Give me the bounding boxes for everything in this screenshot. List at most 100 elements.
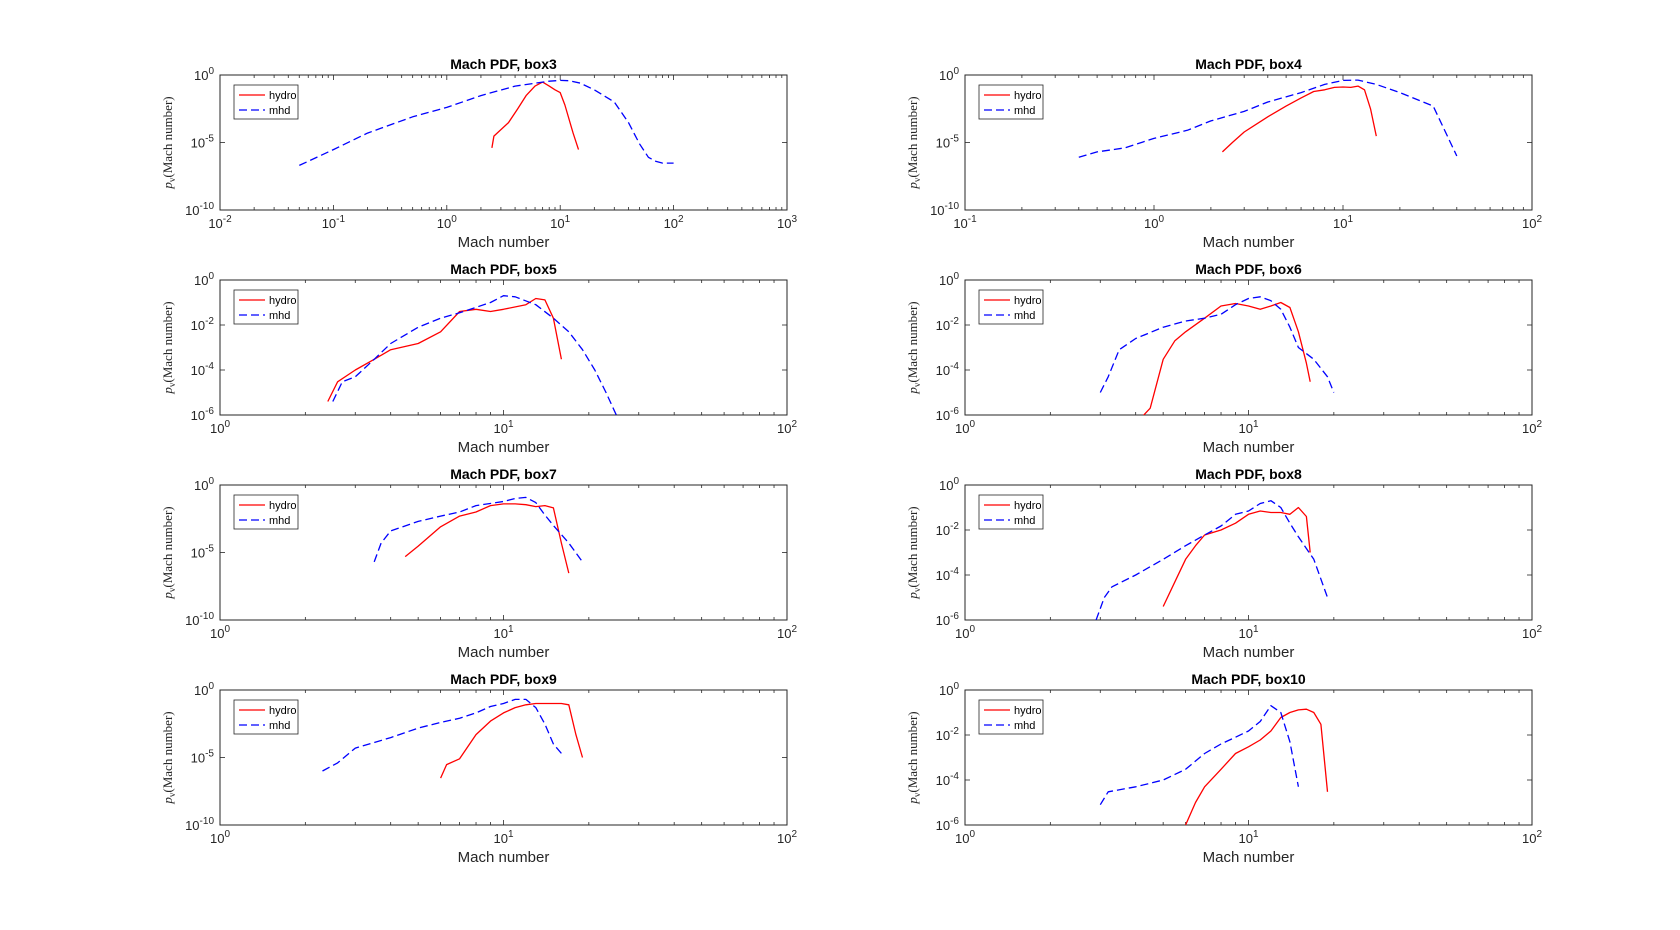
y-axis-label: pv(Mach number) xyxy=(160,96,177,189)
y-axis-label: pv(Mach number) xyxy=(905,301,922,394)
legend-box xyxy=(978,289,1044,325)
y-tick-label: 100 xyxy=(939,271,959,288)
legend-label: mhd xyxy=(1014,310,1035,322)
y-axis-label: pv(Mach number) xyxy=(905,711,922,804)
x-axis-label: Mach number xyxy=(458,234,550,251)
legend-label: mhd xyxy=(269,720,290,732)
y-tick-label: 10-5 xyxy=(191,544,215,561)
series-line-mhd xyxy=(1099,705,1300,806)
series-group xyxy=(1099,296,1335,415)
x-tick-label: 102 xyxy=(664,214,684,231)
chart-panel: 100 101 102 10-6 10-4 10-2 100 Mach PDF, box8 Ma… xyxy=(905,466,1542,661)
chart-panel: 100 101 102 10-6 10-4 10-2 100 Mach PDF, box5 Ma… xyxy=(160,261,797,456)
x-tick-label: 101 xyxy=(493,829,513,846)
chart-panel: 100 101 102 10-6 10-4 10-2 100 Mach PDF, box6 Ma… xyxy=(905,261,1542,456)
y-tick-label: 10-10 xyxy=(185,816,214,833)
y-tick-label: 10-10 xyxy=(930,201,959,218)
x-tick-label: 102 xyxy=(777,829,797,846)
x-tick-label: 10-1 xyxy=(322,214,346,231)
y-tick-label: 10-4 xyxy=(936,361,960,378)
chart-title: Mach PDF, box4 xyxy=(1195,56,1302,72)
legend-box xyxy=(233,289,299,325)
legend-box xyxy=(978,699,1044,735)
series-group xyxy=(1095,500,1329,620)
chart-title: Mach PDF, box9 xyxy=(450,671,557,687)
y-tick-label: 100 xyxy=(194,66,214,83)
y-axis-label: pv(Mach number) xyxy=(905,506,922,599)
x-tick-label: 10-1 xyxy=(953,214,977,231)
plot-area xyxy=(964,74,1533,211)
series-line-mhd xyxy=(322,698,562,772)
x-tick-label: 10-2 xyxy=(208,214,232,231)
series-line-hydro xyxy=(404,503,570,574)
plot-area xyxy=(219,484,788,621)
x-axis-label: Mach number xyxy=(458,439,550,456)
y-axis-label: pv(Mach number) xyxy=(905,96,922,189)
legend-box xyxy=(233,84,299,120)
plot-area xyxy=(219,689,788,826)
legend-label: hydro xyxy=(269,500,297,512)
x-tick-label: 101 xyxy=(1238,419,1258,436)
legend-box xyxy=(978,84,1044,120)
chart-title: Mach PDF, box6 xyxy=(1195,261,1302,277)
y-tick-label: 100 xyxy=(194,271,214,288)
plot-area xyxy=(219,279,788,416)
legend-label: mhd xyxy=(269,105,290,117)
series-group xyxy=(1078,79,1458,158)
chart-title: Mach PDF, box5 xyxy=(450,261,557,277)
x-tick-label: 102 xyxy=(1522,214,1542,231)
x-tick-label: 100 xyxy=(955,419,975,436)
y-tick-label: 100 xyxy=(194,681,214,698)
plot-area xyxy=(219,74,788,211)
x-axis-label: Mach number xyxy=(458,644,550,661)
legend-label: mhd xyxy=(269,515,290,527)
series-group xyxy=(327,295,617,415)
y-tick-label: 10-2 xyxy=(936,316,960,333)
chart-title: Mach PDF, box7 xyxy=(450,466,557,482)
chart-panel: 10-1 100 101 102 10-10 10-5 100 Mach PDF, box4 M… xyxy=(905,56,1542,251)
x-tick-label: 101 xyxy=(493,624,513,641)
series-line-mhd xyxy=(1078,79,1458,158)
x-tick-label: 103 xyxy=(777,214,797,231)
legend-label: mhd xyxy=(1014,105,1035,117)
y-tick-label: 10-4 xyxy=(936,771,960,788)
series-group xyxy=(373,496,584,574)
legend-label: hydro xyxy=(1014,705,1042,717)
series-line-hydro xyxy=(440,702,584,779)
y-tick-label: 10-10 xyxy=(185,611,214,628)
chart-title: Mach PDF, box8 xyxy=(1195,466,1302,482)
y-tick-label: 10-5 xyxy=(936,134,960,151)
legend-label: hydro xyxy=(1014,295,1042,307)
x-tick-label: 100 xyxy=(437,214,457,231)
legend-box xyxy=(233,494,299,530)
legend-label: mhd xyxy=(1014,720,1035,732)
x-tick-label: 102 xyxy=(777,624,797,641)
y-axis-label: pv(Mach number) xyxy=(160,301,177,394)
x-tick-label: 101 xyxy=(1333,214,1353,231)
y-axis-label: pv(Mach number) xyxy=(160,711,177,804)
x-tick-label: 102 xyxy=(777,419,797,436)
x-tick-label: 100 xyxy=(955,829,975,846)
series-line-mhd xyxy=(1099,296,1335,393)
legend-box xyxy=(978,494,1044,530)
y-tick-label: 10-6 xyxy=(936,611,960,628)
x-tick-label: 100 xyxy=(210,624,230,641)
chart-title: Mach PDF, box10 xyxy=(1191,671,1306,687)
x-tick-label: 101 xyxy=(493,419,513,436)
y-tick-label: 10-4 xyxy=(191,361,215,378)
y-tick-label: 10-6 xyxy=(936,406,960,423)
y-tick-label: 10-5 xyxy=(191,749,215,766)
y-tick-label: 100 xyxy=(194,476,214,493)
series-group xyxy=(322,698,584,779)
x-tick-label: 102 xyxy=(1522,419,1542,436)
x-tick-label: 100 xyxy=(1144,214,1164,231)
x-tick-label: 100 xyxy=(210,829,230,846)
x-tick-label: 101 xyxy=(550,214,570,231)
x-axis-label: Mach number xyxy=(1203,439,1295,456)
y-axis-label: pv(Mach number) xyxy=(160,506,177,599)
series-line-hydro xyxy=(1162,506,1311,607)
x-axis-label: Mach number xyxy=(458,849,550,866)
x-tick-label: 101 xyxy=(1238,829,1258,846)
y-tick-label: 10-5 xyxy=(191,134,215,151)
